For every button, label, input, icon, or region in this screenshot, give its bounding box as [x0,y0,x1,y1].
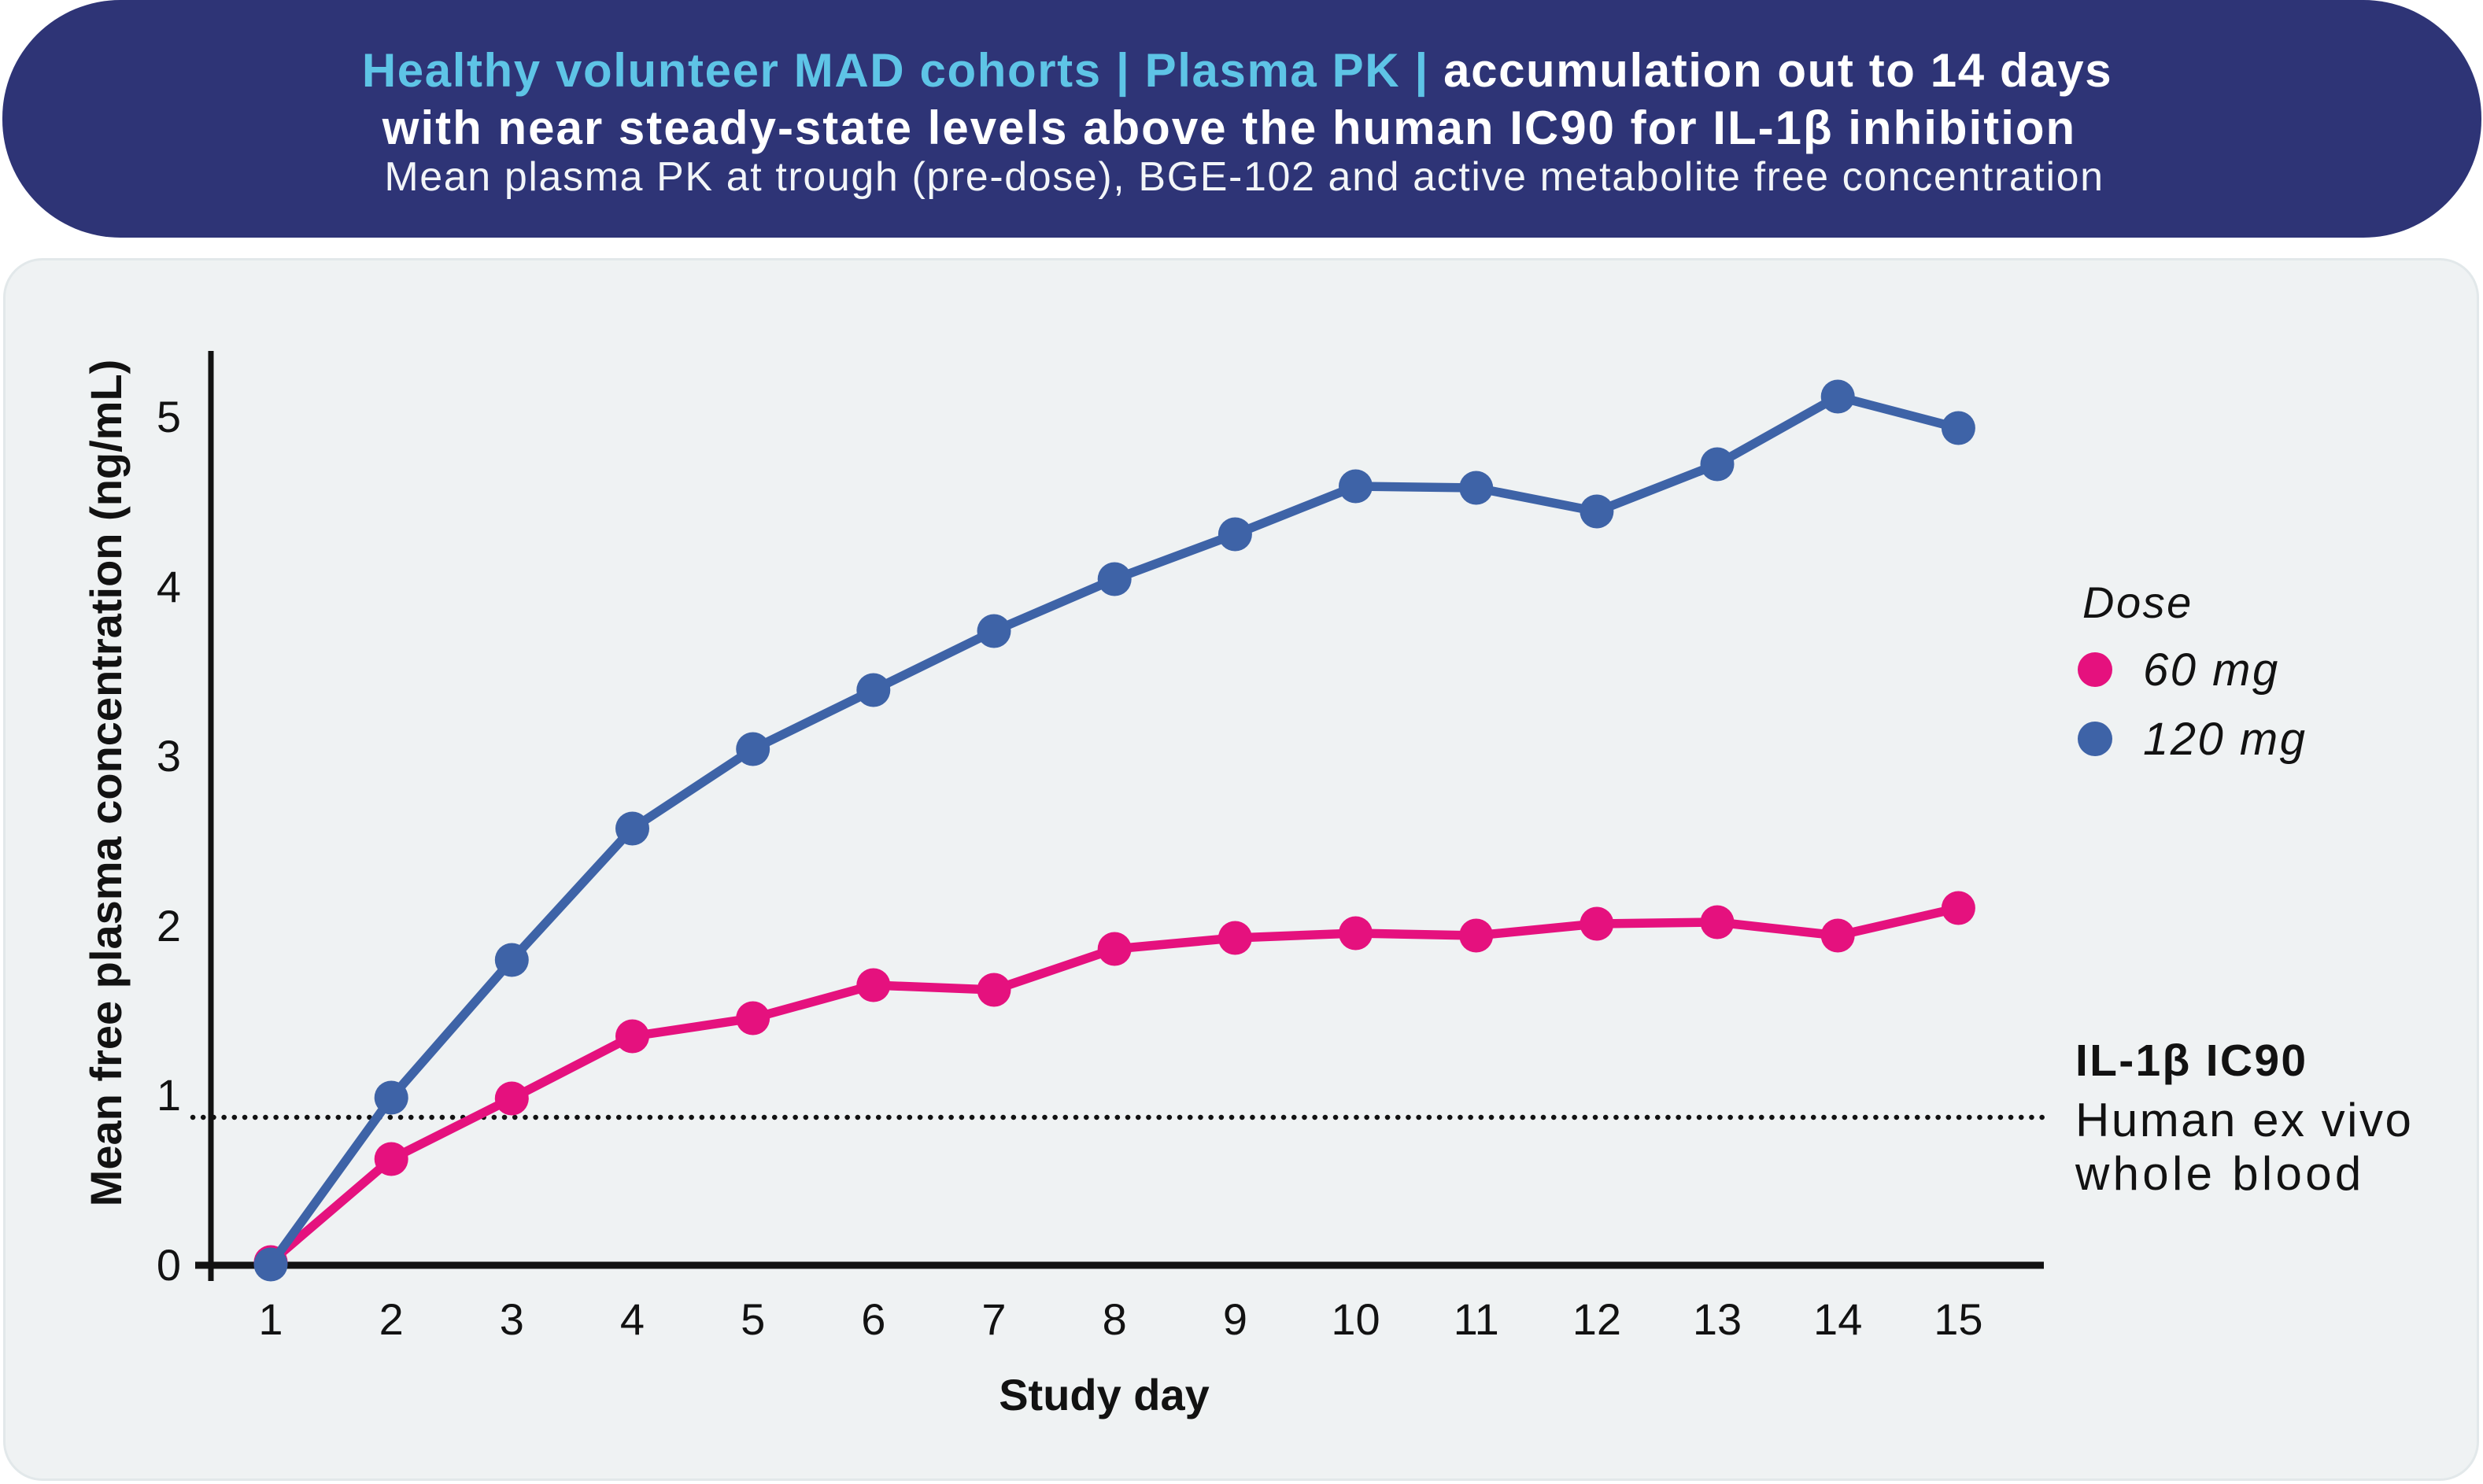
svg-text:with near steady-state levels: with near steady-state levels above the … [382,102,2076,154]
svg-text:15: 15 [1934,1294,1982,1344]
svg-text:8: 8 [1103,1294,1127,1344]
svg-text:5: 5 [157,392,181,441]
svg-text:3: 3 [500,1294,524,1344]
svg-text:Healthy volunteer MAD cohorts: Healthy volunteer MAD cohorts | Plasma P… [362,44,2112,98]
svg-text:120 mg: 120 mg [2143,714,2307,765]
svg-text:4: 4 [620,1294,645,1344]
svg-text:7: 7 [981,1294,1006,1344]
svg-text:5: 5 [741,1294,765,1344]
svg-text:13: 13 [1693,1294,1742,1344]
svg-text:Mean plasma PK at trough (pre-: Mean plasma PK at trough (pre-dose), BGE… [384,154,2104,200]
svg-text:3: 3 [157,731,181,781]
svg-text:Mean free plasma concentration: Mean free plasma concentration (ng/mL) [81,360,131,1207]
svg-text:2: 2 [157,901,181,951]
svg-text:Dose: Dose [2082,578,2193,627]
svg-text:0: 0 [157,1240,181,1290]
svg-text:whole blood: whole blood [2075,1147,2365,1200]
svg-text:IL-1β IC90: IL-1β IC90 [2075,1035,2307,1086]
svg-text:1: 1 [157,1070,181,1120]
svg-text:12: 12 [1572,1294,1621,1344]
svg-text:Study day: Study day [999,1370,1210,1419]
svg-text:9: 9 [1223,1294,1247,1344]
svg-text:2: 2 [379,1294,404,1344]
svg-text:14: 14 [1813,1294,1862,1344]
svg-text:11: 11 [1454,1294,1499,1344]
svg-text:6: 6 [861,1294,885,1344]
svg-text:4: 4 [157,562,181,611]
svg-text:10: 10 [1331,1294,1380,1344]
svg-text:Human ex vivo: Human ex vivo [2075,1094,2413,1146]
svg-text:60 mg: 60 mg [2143,644,2280,696]
svg-text:1: 1 [258,1294,283,1344]
